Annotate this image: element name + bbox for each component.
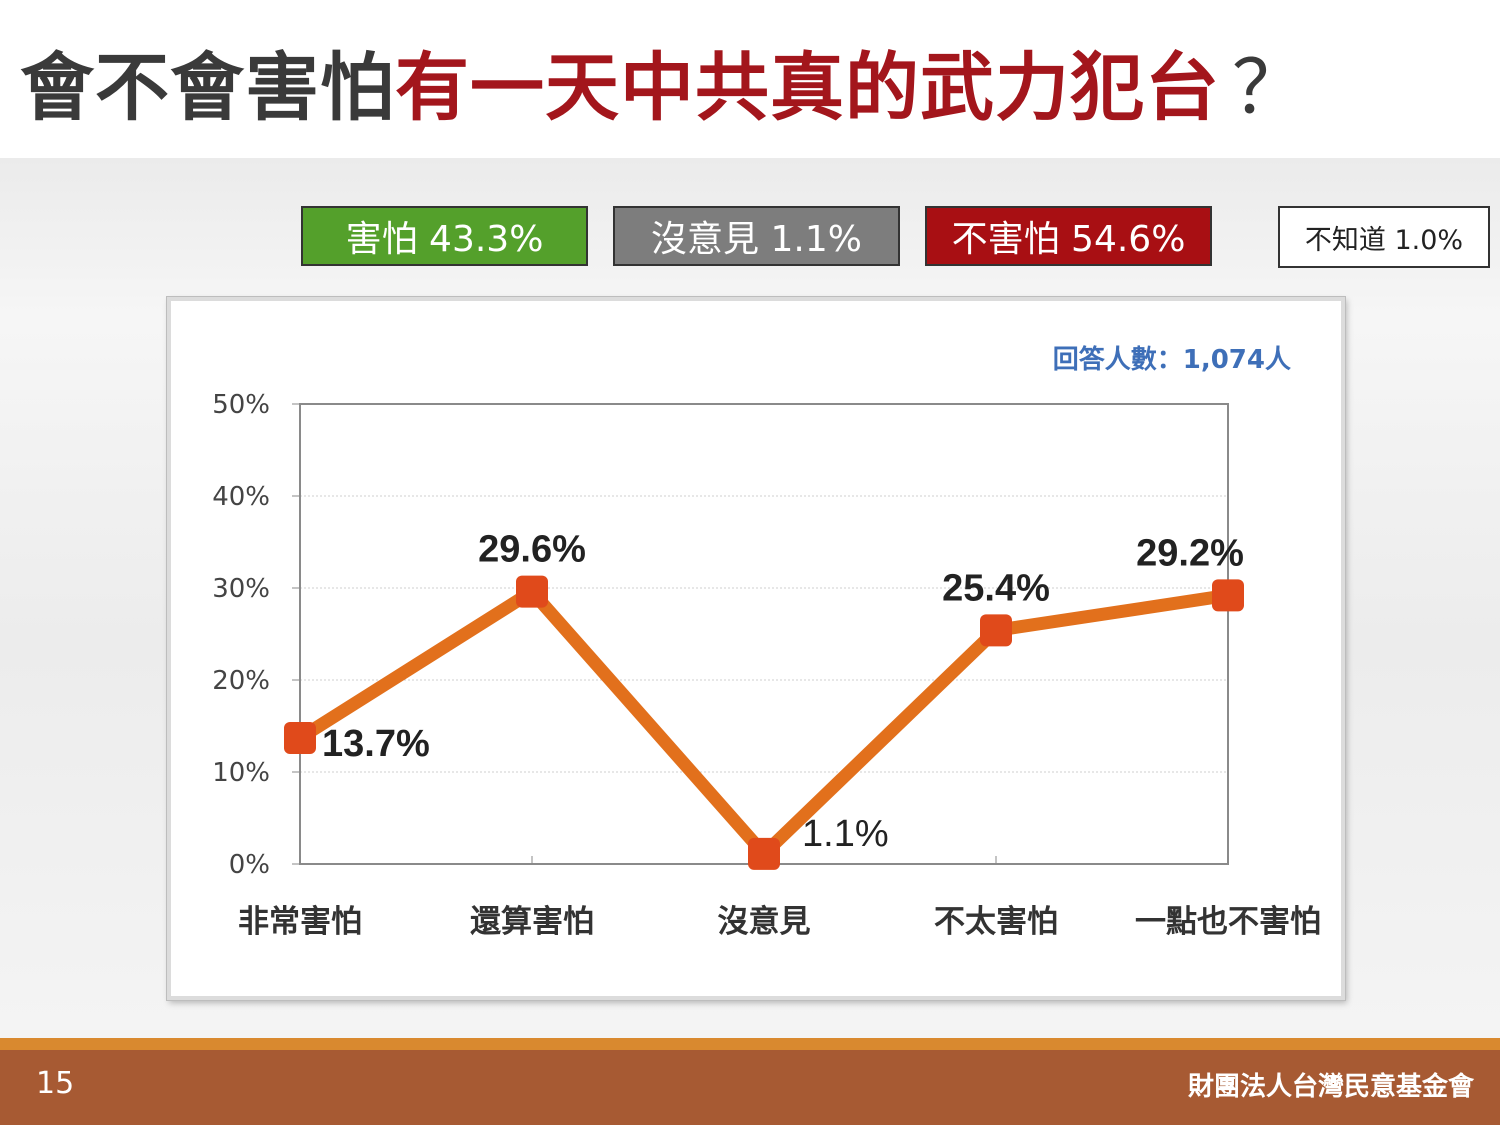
line-chart: 0% 10% 20% 30% 40% 50% 非常害怕 還算害怕 沒意見 不太害怕 一點也不害怕 13… [212,344,1321,940]
x-category-label: 非常害怕 [238,904,362,940]
data-label: 29.6% [478,529,586,571]
y-tick-label: 10% [212,758,270,788]
chart-frame: 0% 10% 20% 30% 40% 50% 非常害怕 還算害怕 沒意見 不太害怕 一點也不害怕 13… [167,297,1345,1000]
summary-no-opinion-badge: 沒意見 1.1% [613,206,900,266]
respondents-annotation: 回答人數：1,074人 [1053,344,1291,375]
data-point-marker [516,575,548,608]
title-question-mark: ？ [1232,45,1307,131]
title-part-highlight: 有一天中共真的武力犯台 [395,45,1220,131]
data-label: 25.4% [942,567,1050,609]
y-tick-label: 50% [212,390,270,420]
title-part-question: 會不會害怕 [20,45,395,131]
x-category-label: 沒意見 [718,904,811,940]
series-line [293,585,1235,861]
plot-area-border [299,403,1229,865]
summary-dont-know-badge: 不知道 1.0% [1278,206,1490,268]
data-label: 29.2% [1136,532,1244,574]
y-tick-label: 40% [212,482,270,512]
y-tick-label: 30% [212,574,270,604]
data-point-marker [980,614,1012,647]
data-label: 1.1% [802,813,889,855]
y-tick-label: 0% [229,850,270,880]
footer-bar [0,1050,1500,1125]
summary-not-afraid-badge: 不害怕 54.6% [925,206,1212,266]
page-title: 會不會害怕有一天中共真的武力犯台？ [20,38,1307,138]
x-category-label: 不太害怕 [934,904,1058,940]
footer-stripe [0,1038,1500,1050]
organization-name: 財團法人台灣民意基金會 [1187,1072,1474,1102]
data-point-marker [284,721,316,754]
data-point-marker [748,837,780,870]
title-bar [0,0,1500,158]
page-number: 15 [36,1066,75,1101]
x-category-label: 還算害怕 [470,904,594,940]
summary-afraid-badge: 害怕 43.3% [301,206,588,266]
y-tick-label: 20% [212,666,270,696]
data-point-marker [1212,579,1244,612]
data-label: 13.7% [322,723,430,765]
x-category-label: 一點也不害怕 [1135,904,1321,940]
